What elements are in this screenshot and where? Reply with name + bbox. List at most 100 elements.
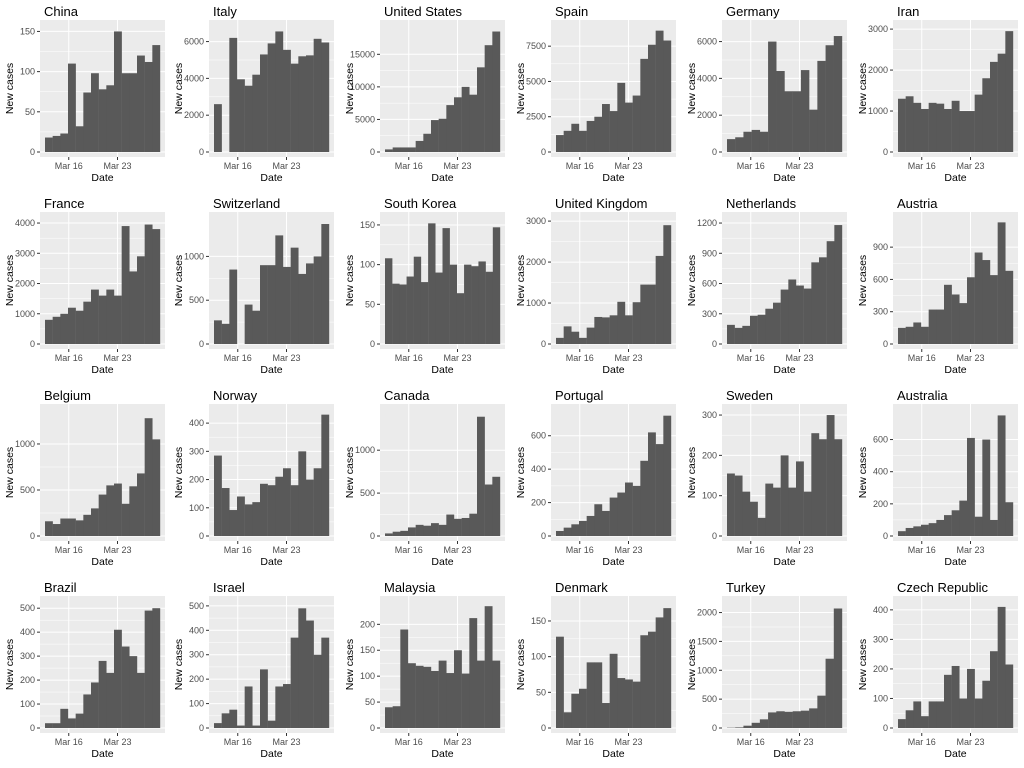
y-tick-label: 50 — [536, 687, 546, 697]
bar — [214, 455, 222, 536]
y-tick-label: 0 — [541, 339, 546, 349]
y-axis-label: New cases — [173, 447, 185, 498]
x-tick-label: Mar 16 — [566, 161, 594, 171]
bar — [244, 504, 253, 536]
bar — [121, 226, 130, 344]
bar — [663, 415, 672, 536]
bar — [83, 92, 92, 152]
y-tick-label: 0 — [541, 147, 546, 157]
bar — [735, 727, 744, 728]
x-tick-label: Mar 16 — [908, 737, 936, 747]
bar — [408, 663, 416, 728]
panel-title: Malaysia — [384, 580, 436, 595]
bar — [83, 514, 92, 536]
y-tick-label: 200 — [873, 664, 888, 674]
bar — [275, 235, 284, 344]
bar — [392, 531, 401, 536]
x-axis-label: Date — [773, 172, 795, 184]
bar — [313, 468, 322, 536]
bar — [796, 461, 804, 536]
bar — [632, 302, 641, 344]
x-tick-label: Mar 23 — [956, 353, 984, 363]
y-tick-label: 200 — [873, 499, 888, 509]
bar — [898, 719, 906, 728]
x-tick-label: Mar 16 — [55, 353, 83, 363]
y-tick-label: 1000 — [15, 439, 35, 449]
bar — [609, 497, 618, 536]
bar — [563, 527, 572, 536]
x-tick-label: Mar 23 — [103, 353, 131, 363]
bar — [106, 672, 115, 728]
x-tick-label: Mar 16 — [737, 161, 765, 171]
bar — [727, 139, 736, 152]
y-tick-label: 300 — [189, 650, 204, 660]
bar — [290, 63, 299, 152]
bar — [826, 415, 835, 536]
y-tick-label: 0 — [370, 531, 375, 541]
bar — [60, 133, 69, 152]
y-tick-label: 600 — [702, 279, 717, 289]
bar — [959, 500, 968, 536]
bar — [898, 327, 906, 344]
bar — [776, 71, 785, 152]
bar — [1005, 270, 1014, 344]
x-axis-label: Date — [944, 172, 966, 184]
bar — [114, 483, 122, 536]
bar — [951, 665, 960, 728]
bar — [594, 504, 603, 536]
bar — [982, 78, 991, 152]
bar — [438, 524, 447, 536]
bar — [796, 285, 804, 344]
x-tick-label: Mar 16 — [395, 545, 423, 555]
x-tick-label: Mar 23 — [443, 737, 471, 747]
bar — [825, 45, 834, 152]
bar — [990, 651, 998, 728]
bar — [298, 273, 307, 344]
panel-title: Brazil — [44, 580, 77, 595]
bar — [974, 252, 983, 344]
y-axis-label: New cases — [4, 255, 16, 306]
bar — [905, 527, 914, 536]
bar — [757, 517, 766, 536]
bar — [640, 58, 649, 152]
bar — [229, 709, 238, 728]
x-tick-label: Mar 16 — [55, 545, 83, 555]
bar — [152, 45, 161, 152]
y-tick-label: 400 — [531, 464, 546, 474]
bar — [928, 523, 937, 536]
bar — [75, 310, 84, 344]
x-axis-label: Date — [91, 556, 113, 568]
bar — [982, 439, 991, 536]
bar — [928, 102, 937, 152]
y-tick-label: 1000 — [184, 251, 204, 261]
bar — [905, 326, 914, 344]
x-tick-label: Mar 23 — [785, 737, 813, 747]
y-axis-label: New cases — [686, 447, 698, 498]
y-tick-label: 400 — [189, 418, 204, 428]
bar — [556, 530, 564, 536]
bar — [244, 686, 253, 728]
panel-title: Switzerland — [213, 196, 280, 211]
bar — [648, 44, 656, 152]
x-axis-label: Date — [91, 364, 113, 376]
bar — [921, 108, 929, 152]
bar — [974, 698, 983, 728]
bar — [298, 56, 307, 152]
x-tick-label: Mar 23 — [272, 737, 300, 747]
bar — [905, 710, 914, 728]
y-tick-label: 150 — [360, 645, 375, 655]
bar — [321, 637, 330, 728]
y-tick-label: 500 — [20, 603, 35, 613]
bar — [438, 118, 447, 152]
bar — [106, 85, 115, 152]
bar — [485, 271, 494, 344]
bar — [392, 283, 400, 344]
bar — [990, 519, 998, 536]
bar — [556, 135, 564, 152]
bar — [640, 460, 649, 536]
y-axis-label: New cases — [344, 63, 356, 114]
x-tick-label: Mar 23 — [272, 545, 300, 555]
bar — [68, 718, 76, 728]
x-tick-label: Mar 16 — [395, 737, 423, 747]
bar — [913, 701, 922, 728]
